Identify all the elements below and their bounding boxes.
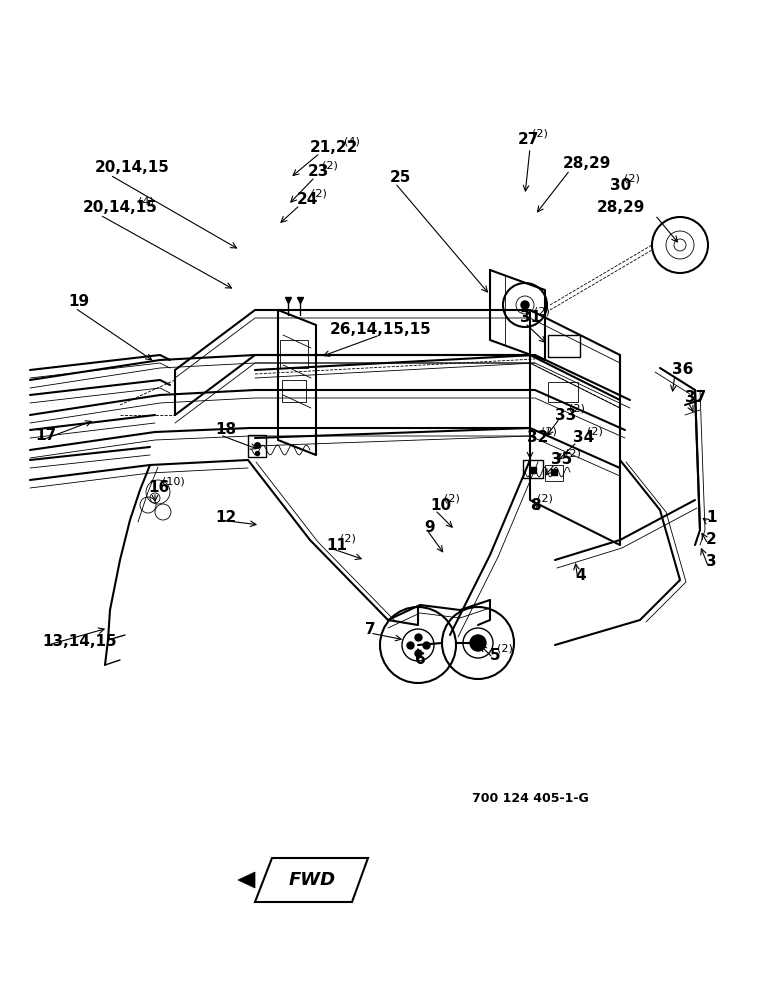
Text: 9: 9 — [424, 520, 435, 534]
Text: (10): (10) — [161, 477, 185, 487]
Text: 2: 2 — [706, 532, 716, 548]
Text: (2): (2) — [340, 534, 356, 544]
Text: 35: 35 — [551, 452, 572, 468]
Text: (2): (2) — [537, 494, 553, 504]
Text: (2): (2) — [532, 129, 547, 139]
Text: 5: 5 — [490, 648, 500, 662]
Text: 30: 30 — [610, 178, 631, 192]
Text: (4): (4) — [137, 197, 154, 207]
Bar — [548, 382, 578, 402]
Text: (2): (2) — [310, 189, 327, 199]
Text: 12: 12 — [215, 510, 236, 524]
Text: 8: 8 — [530, 497, 540, 512]
Text: (2): (2) — [624, 174, 639, 184]
Text: 28,29: 28,29 — [563, 155, 611, 170]
Text: 17: 17 — [35, 428, 56, 442]
Text: 20,14,15: 20,14,15 — [83, 200, 158, 216]
Text: 700 124 405-1-G: 700 124 405-1-G — [472, 792, 588, 804]
Bar — [523, 460, 543, 478]
Text: 1: 1 — [706, 510, 716, 526]
Polygon shape — [238, 872, 255, 888]
Circle shape — [470, 635, 486, 651]
Text: (2): (2) — [533, 307, 550, 317]
Text: 36: 36 — [672, 362, 693, 377]
Text: 25: 25 — [390, 170, 411, 186]
Bar — [545, 465, 563, 481]
Text: FWD: FWD — [289, 871, 336, 889]
Text: (2): (2) — [587, 427, 602, 437]
Text: 10: 10 — [430, 497, 451, 512]
Text: 21,22: 21,22 — [310, 140, 358, 155]
Text: (2): (2) — [444, 494, 459, 504]
Text: 16: 16 — [148, 481, 169, 495]
Circle shape — [521, 301, 529, 309]
Text: (4): (4) — [344, 137, 360, 147]
Text: 26,14,15,15: 26,14,15,15 — [330, 322, 432, 338]
Text: 19: 19 — [68, 294, 89, 310]
Text: 24: 24 — [297, 192, 318, 208]
Text: 37: 37 — [685, 390, 706, 406]
Text: 32: 32 — [527, 430, 548, 446]
Bar — [548, 335, 580, 357]
Text: 11: 11 — [326, 538, 347, 552]
Text: (2): (2) — [564, 449, 581, 459]
Text: 28,29: 28,29 — [597, 200, 645, 216]
Text: 6: 6 — [415, 652, 425, 668]
Text: 7: 7 — [365, 622, 376, 638]
Text: (2): (2) — [569, 404, 584, 414]
Text: (2): (2) — [322, 161, 337, 171]
Text: 3: 3 — [706, 554, 716, 570]
Bar — [280, 340, 308, 368]
Text: 34: 34 — [573, 430, 594, 446]
Text: 18: 18 — [215, 422, 236, 438]
Text: 33: 33 — [555, 408, 576, 422]
Bar — [282, 380, 306, 402]
Text: (2): (2) — [497, 644, 513, 654]
Text: 20,14,15: 20,14,15 — [95, 160, 170, 176]
Text: 23: 23 — [308, 164, 330, 180]
Text: 13,14,15: 13,14,15 — [42, 635, 117, 650]
Text: 27: 27 — [518, 132, 540, 147]
Bar — [248, 435, 266, 457]
Text: (2): (2) — [540, 427, 557, 437]
Text: 4: 4 — [575, 568, 586, 584]
Text: 31: 31 — [520, 310, 541, 326]
